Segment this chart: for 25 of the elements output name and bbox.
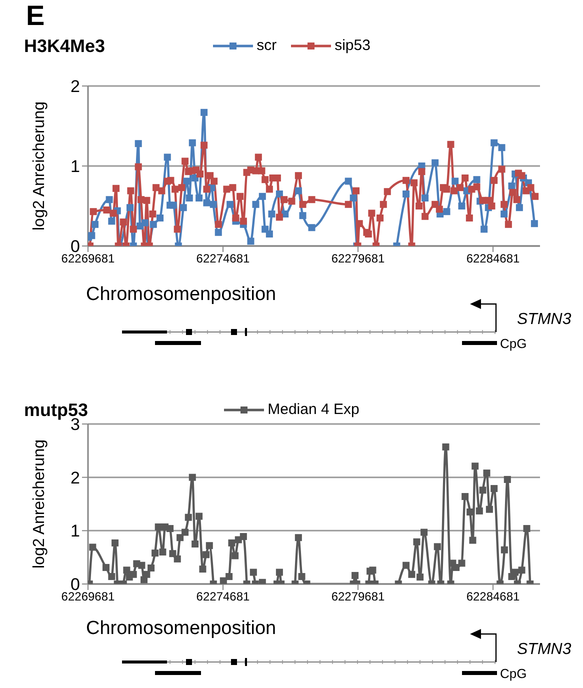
legend-label: scr (256, 37, 277, 54)
legend-label: sip53 (334, 37, 370, 54)
x-tick-label: 62279681 (331, 252, 386, 266)
y-tick-label: 2 (70, 468, 80, 488)
x-tick-label: 62274681 (196, 252, 250, 266)
x-tick-label: 62279681 (331, 590, 386, 604)
x-axis-title: Chromosomenposition (86, 284, 276, 306)
x-tick-label: 62269681 (61, 590, 116, 604)
chart-title: H3K4Me3 (24, 36, 106, 57)
x-tick-label: 62284681 (466, 252, 520, 266)
y-tick-label: 1 (70, 157, 80, 176)
text: STMN3 (517, 641, 572, 658)
x-tick-label: 62284681 (466, 590, 520, 604)
legend-label: Median 4 Exp (268, 401, 360, 418)
x-tick-label: 62269681 (61, 252, 116, 266)
text: CpG (500, 336, 527, 351)
x-axis-title: Chromosomenposition (86, 618, 276, 640)
text: E (26, 0, 45, 32)
y-tick-label: 2 (70, 77, 80, 96)
y-tick-label: 1 (70, 522, 80, 541)
y-axis-title: log2 Anreicherung (31, 440, 49, 568)
text: STMN3 (517, 311, 572, 328)
y-axis-title: log2 Anreicherung (31, 102, 49, 230)
x-tick-label: 62274681 (196, 590, 250, 604)
text: CpG (500, 666, 527, 681)
